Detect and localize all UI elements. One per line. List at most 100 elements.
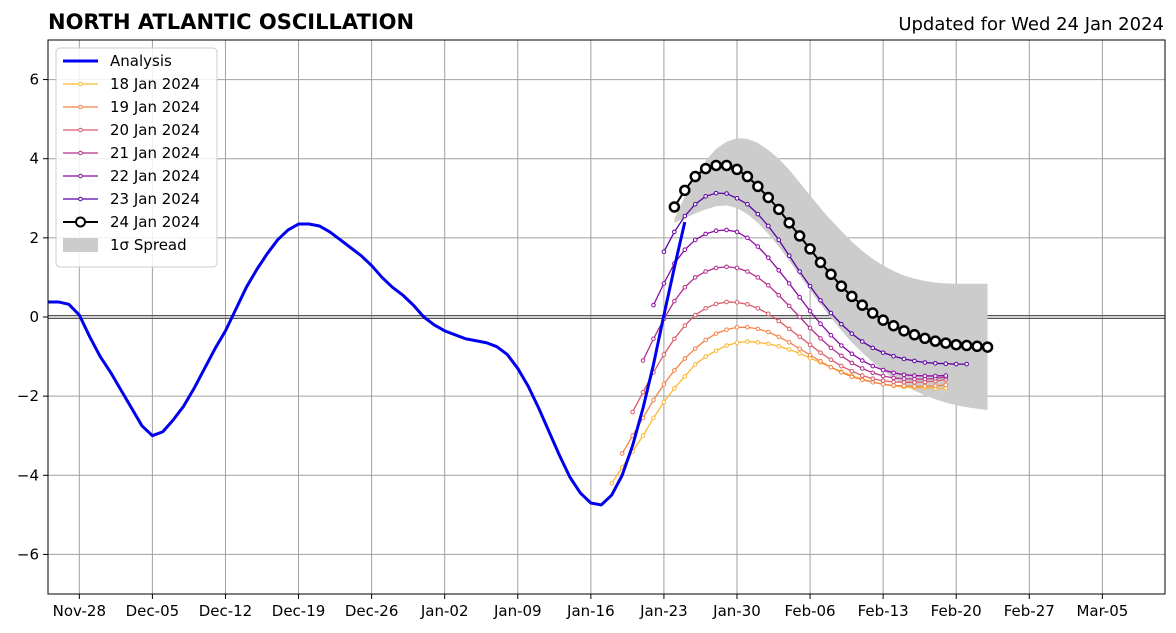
series-point — [734, 229, 740, 235]
legend-label: 18 Jan 2024 — [110, 75, 200, 93]
series-point — [682, 356, 688, 361]
series-point — [699, 162, 712, 175]
series-point — [818, 336, 823, 341]
series-point — [807, 342, 813, 348]
series-point — [877, 314, 889, 326]
analysis-line — [48, 221, 687, 507]
series-point — [661, 281, 667, 286]
series-point — [807, 352, 813, 358]
series-point — [846, 290, 858, 303]
series-point — [797, 334, 802, 340]
series-point — [950, 338, 962, 351]
series-point — [919, 332, 931, 345]
series-point — [672, 298, 677, 304]
series-point — [849, 331, 855, 336]
legend-marker — [78, 104, 83, 110]
series-point — [922, 360, 928, 365]
series-point — [912, 373, 917, 378]
x-tick-label: Feb-20 — [931, 602, 982, 620]
series-point — [859, 373, 865, 378]
series-point — [734, 324, 740, 330]
series-point — [870, 370, 876, 376]
series-point — [679, 184, 691, 197]
series-point — [908, 329, 921, 341]
series-point — [786, 303, 792, 309]
series-point — [922, 373, 928, 379]
series-point — [940, 337, 952, 349]
series-point — [609, 480, 615, 486]
series-point — [661, 352, 667, 357]
series-point — [786, 326, 792, 332]
series-point — [724, 327, 729, 332]
x-tick-label: Nov-28 — [53, 602, 106, 620]
y-tick-label: 0 — [29, 308, 39, 326]
y-tick-label: −6 — [17, 545, 39, 563]
y-tick-label: 4 — [29, 150, 39, 168]
series-point — [814, 256, 827, 269]
series-19-jan-2024 — [619, 324, 949, 456]
series-point — [724, 264, 729, 270]
series-point — [682, 213, 688, 219]
series-point — [786, 340, 792, 345]
series-point — [960, 339, 973, 352]
series-point — [692, 275, 698, 280]
series-point — [755, 244, 761, 249]
series-point — [640, 358, 646, 363]
series-point — [880, 381, 886, 387]
x-axis-ticks: Nov-28 Dec-05 Dec-12 Dec-19 Dec-26 Jan-02 Jan-… — [53, 594, 1128, 620]
series-point — [783, 217, 795, 229]
legend-entry: 21 Jan 2024 — [63, 144, 200, 162]
series-point — [859, 377, 865, 383]
legend-label: 20 Jan 2024 — [110, 121, 200, 139]
series-point — [661, 381, 667, 387]
legend-label: 1σ Spread — [110, 236, 187, 254]
series-point — [755, 340, 761, 345]
series-point — [818, 321, 823, 327]
series-point — [880, 367, 886, 373]
x-tick-label: Dec-12 — [199, 602, 253, 620]
legend-label: 22 Jan 2024 — [110, 167, 200, 185]
series-point — [901, 379, 907, 385]
series-point — [849, 360, 855, 366]
series-point — [640, 433, 646, 439]
series-point — [804, 243, 816, 255]
y-tick-label: 2 — [29, 229, 39, 247]
legend-label: 24 Jan 2024 — [110, 213, 200, 231]
series-point — [724, 191, 729, 196]
series-point — [880, 373, 886, 379]
x-tick-label: Feb-27 — [1004, 602, 1055, 620]
series-point — [703, 337, 708, 343]
series-point — [672, 368, 677, 373]
legend-marker — [78, 127, 83, 133]
series-point — [807, 308, 813, 314]
series-point — [745, 201, 750, 207]
x-tick-label: Dec-26 — [345, 602, 399, 620]
series-point — [713, 265, 719, 271]
series-point — [856, 299, 869, 311]
series-point — [682, 323, 688, 329]
series-point — [724, 227, 729, 233]
series-point — [933, 360, 938, 366]
legend-marker — [78, 81, 83, 87]
y-tick-label: −4 — [17, 466, 39, 484]
series-point — [849, 351, 855, 357]
series-point — [672, 385, 677, 391]
series-point — [741, 170, 754, 183]
legend-marker — [78, 196, 83, 202]
series-point — [880, 378, 886, 384]
series-point — [870, 345, 876, 351]
series-point — [776, 318, 782, 324]
series-point — [943, 361, 949, 366]
series-point — [734, 265, 740, 271]
series-point — [640, 389, 646, 395]
legend-entry: 23 Jan 2024 — [63, 190, 200, 208]
series-point — [901, 376, 907, 382]
series-point — [891, 375, 896, 381]
series-point — [839, 370, 844, 375]
series-point — [929, 335, 942, 347]
series-point — [828, 357, 834, 363]
legend-entry: 19 Jan 2024 — [63, 98, 200, 116]
series-point — [866, 307, 879, 319]
series-point — [755, 211, 761, 217]
series-point — [807, 325, 813, 331]
